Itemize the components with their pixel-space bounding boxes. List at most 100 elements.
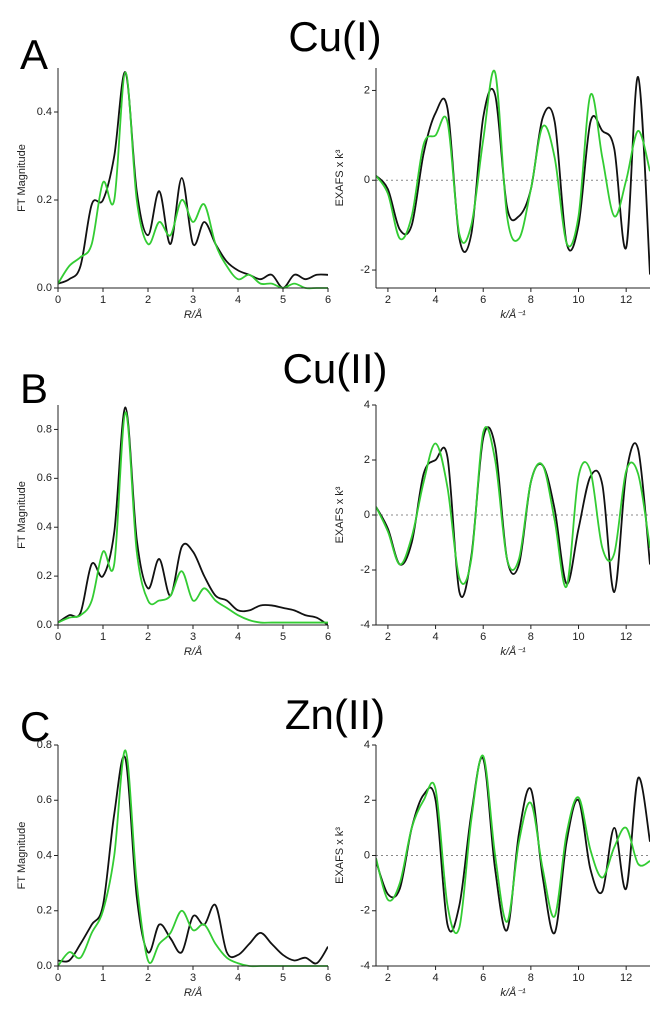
y-axis-label: FT Magnitude xyxy=(16,822,28,890)
data-line xyxy=(58,411,328,624)
x-tick-label: 5 xyxy=(280,294,286,306)
x-tick-label: 2 xyxy=(385,972,391,984)
y-tick-label: 0.6 xyxy=(37,794,52,806)
y-axis-label: EXAFS x k³ xyxy=(334,827,346,884)
y-axis-label: EXAFS x k³ xyxy=(334,486,346,543)
x-tick-label: 0 xyxy=(55,294,61,306)
y-tick-label: 0.8 xyxy=(37,423,52,435)
x-tick-label: 6 xyxy=(480,972,486,984)
x-tick-label: 10 xyxy=(572,294,584,306)
x-axis-label: k/Å⁻¹ xyxy=(500,986,526,999)
data-line xyxy=(58,71,328,289)
data-line xyxy=(376,76,650,275)
y-tick-label: 0.2 xyxy=(37,194,52,206)
y-tick-label: 2 xyxy=(364,454,370,466)
y-tick-label: 0.4 xyxy=(37,106,52,118)
x-tick-label: 2 xyxy=(145,972,151,984)
y-axis-label: FT Magnitude xyxy=(16,144,28,212)
x-tick-label: 10 xyxy=(572,972,584,984)
y-tick-label: 0.8 xyxy=(37,739,52,751)
x-tick-label: 12 xyxy=(620,631,632,643)
x-axis-label: R/Å xyxy=(184,986,202,999)
x-tick-label: 4 xyxy=(235,294,241,306)
x-tick-label: 8 xyxy=(528,631,534,643)
x-tick-label: 5 xyxy=(280,972,286,984)
y-tick-label: 0.6 xyxy=(37,472,52,484)
y-tick-label: 0.0 xyxy=(37,960,52,972)
panel-label: B xyxy=(20,365,48,412)
x-tick-label: 6 xyxy=(480,294,486,306)
x-tick-label: 2 xyxy=(385,631,391,643)
data-line xyxy=(58,749,328,968)
y-tick-label: 4 xyxy=(364,739,370,751)
x-tick-label: 4 xyxy=(235,972,241,984)
x-tick-label: 2 xyxy=(145,631,151,643)
data-line xyxy=(58,71,328,290)
y-tick-label: 2 xyxy=(364,794,370,806)
x-tick-label: 10 xyxy=(572,631,584,643)
plot xyxy=(376,69,650,275)
plot xyxy=(58,749,328,968)
x-tick-label: 12 xyxy=(620,294,632,306)
y-tick-label: 0.4 xyxy=(37,849,52,861)
x-tick-label: 6 xyxy=(325,631,331,643)
y-tick-label: 4 xyxy=(364,399,370,411)
panel-title: Zn(II) xyxy=(285,691,385,738)
y-axis-label: FT Magnitude xyxy=(16,481,28,549)
panel-label: A xyxy=(20,31,48,78)
panel-title: Cu(II) xyxy=(283,345,388,392)
panel-title: Cu(I) xyxy=(288,13,381,60)
x-tick-label: 2 xyxy=(385,294,391,306)
data-line xyxy=(376,426,650,599)
x-tick-label: 8 xyxy=(528,972,534,984)
x-axis-label: k/Å⁻¹ xyxy=(500,645,526,658)
x-tick-label: 12 xyxy=(620,972,632,984)
plot xyxy=(376,754,650,935)
x-tick-label: 4 xyxy=(235,631,241,643)
y-tick-label: 0.2 xyxy=(37,905,52,917)
x-tick-label: 1 xyxy=(100,631,106,643)
x-tick-label: 6 xyxy=(480,631,486,643)
data-line xyxy=(376,756,650,935)
x-tick-label: 3 xyxy=(190,631,196,643)
x-tick-label: 1 xyxy=(100,972,106,984)
x-tick-label: 0 xyxy=(55,631,61,643)
y-tick-label: 0 xyxy=(364,509,370,521)
y-tick-label: 0.0 xyxy=(37,282,52,294)
y-tick-label: -2 xyxy=(360,564,370,576)
x-tick-label: 4 xyxy=(433,294,439,306)
y-tick-label: -2 xyxy=(360,905,370,917)
y-tick-label: -4 xyxy=(360,960,370,972)
data-line xyxy=(376,69,650,248)
x-axis-label: R/Å xyxy=(184,308,202,321)
x-tick-label: 3 xyxy=(190,972,196,984)
x-tick-label: 6 xyxy=(325,972,331,984)
y-tick-label: -4 xyxy=(360,619,370,631)
x-tick-label: 4 xyxy=(433,972,439,984)
data-line xyxy=(376,754,650,935)
x-axis-label: k/Å⁻¹ xyxy=(500,308,526,321)
y-tick-label: 0 xyxy=(364,849,370,861)
y-tick-label: 0 xyxy=(364,174,370,186)
y-tick-label: 2 xyxy=(364,84,370,96)
x-tick-label: 6 xyxy=(325,294,331,306)
x-tick-label: 5 xyxy=(280,631,286,643)
data-line xyxy=(376,425,650,588)
x-tick-label: 0 xyxy=(55,972,61,984)
x-tick-label: 8 xyxy=(528,294,534,306)
y-axis-label: EXAFS x k³ xyxy=(334,149,346,206)
plot xyxy=(376,425,650,599)
panel-label: C xyxy=(20,703,50,750)
x-axis-label: R/Å xyxy=(184,645,202,658)
y-tick-label: -2 xyxy=(360,264,370,276)
x-tick-label: 2 xyxy=(145,294,151,306)
y-tick-label: 0.2 xyxy=(37,570,52,582)
x-tick-label: 4 xyxy=(433,631,439,643)
plot xyxy=(58,406,328,626)
x-tick-label: 1 xyxy=(100,294,106,306)
x-tick-label: 3 xyxy=(190,294,196,306)
plot xyxy=(58,71,328,290)
y-tick-label: 0.0 xyxy=(37,619,52,631)
data-line xyxy=(58,406,328,626)
